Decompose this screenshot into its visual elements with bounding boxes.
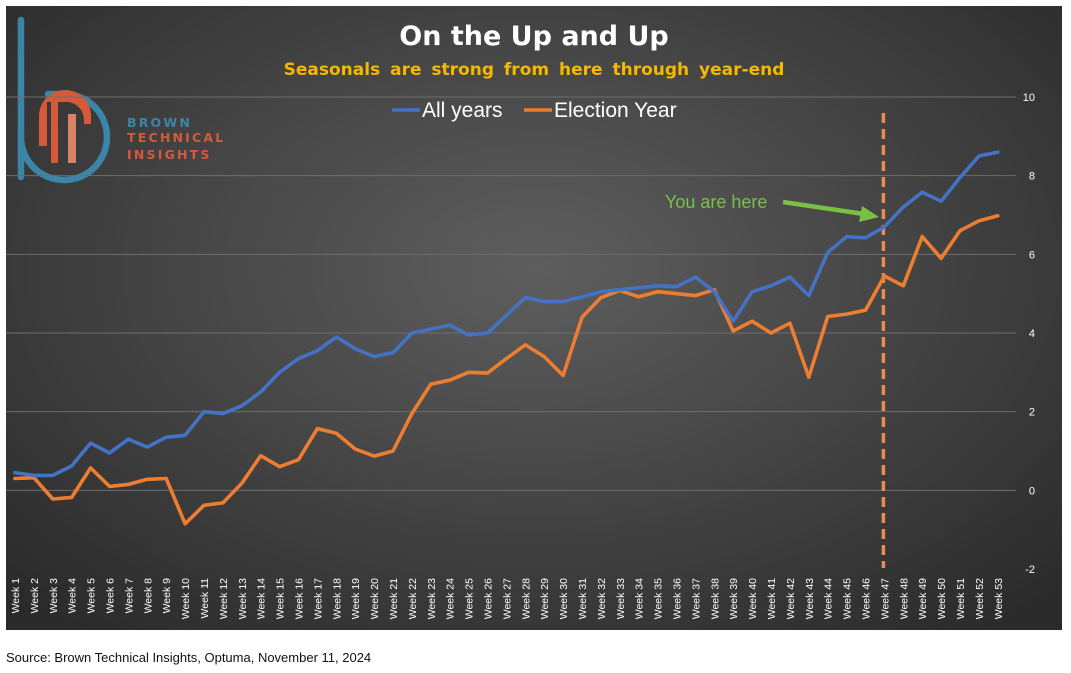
x-axis-ticks: Week 1 Week 2 Week 3 Week 4 Week 5 Week 6 Week…: [10, 578, 1005, 619]
x-tick-label: Week 19: [350, 578, 362, 619]
logo-line-technical: TECHNICAL: [127, 130, 225, 145]
x-tick-label: Week 46: [861, 578, 873, 619]
x-tick-label: Week 40: [747, 578, 759, 619]
x-tick-label: Week 8: [142, 578, 154, 614]
y-tick-label: 4: [1029, 328, 1035, 340]
x-tick-label: Week 51: [955, 578, 967, 619]
x-tick-label: Week 18: [331, 578, 343, 619]
x-tick-label: Week 30: [558, 578, 570, 619]
x-tick-label: Week 11: [199, 578, 211, 619]
x-tick-label: Week 36: [672, 578, 684, 619]
x-tick-label: Week 2: [29, 578, 41, 614]
x-tick-label: Week 12: [218, 578, 230, 619]
x-tick-label: Week 5: [86, 578, 98, 614]
x-tick-label: Week 48: [898, 578, 910, 619]
series-line-all-years: [13, 150, 1000, 478]
logo-mark-blue: [17, 16, 111, 184]
x-tick-label: Week 50: [936, 578, 948, 619]
x-tick-label: Week 32: [596, 578, 608, 619]
x-tick-label: Week 3: [48, 578, 60, 614]
legend-label-all-years: All years: [422, 99, 503, 122]
y-tick-label: 8: [1029, 171, 1035, 183]
x-tick-label: Week 20: [369, 578, 381, 619]
x-tick-label: Week 29: [539, 578, 551, 619]
x-tick-label: Week 28: [520, 578, 532, 619]
x-tick-label: Week 14: [256, 578, 268, 619]
x-tick-label: Week 44: [823, 578, 835, 619]
logo-line-insights: INSIGHTS: [127, 147, 212, 162]
chart-subtitle: Seasonals are strong from here through y…: [284, 60, 785, 80]
x-tick-label: Week 21: [388, 578, 400, 619]
line-chart: BROWN TECHNICAL INSIGHTS On the Up and U…: [6, 16, 1035, 619]
x-tick-label: Week 4: [67, 578, 79, 614]
series-lines: [13, 150, 1000, 526]
x-tick-label: Week 23: [426, 578, 438, 619]
x-tick-label: Week 7: [123, 578, 135, 614]
x-tick-label: Week 43: [804, 578, 816, 619]
x-tick-label: Week 47: [879, 578, 891, 619]
x-tick-label: Week 1: [10, 578, 22, 614]
y-tick-label: -2: [1025, 564, 1035, 576]
x-tick-label: Week 42: [785, 578, 797, 619]
x-tick-label: Week 16: [294, 578, 306, 619]
y-tick-label: 2: [1029, 407, 1035, 419]
legend-label-election-year: Election Year: [554, 99, 677, 122]
logo-mark-red: [39, 90, 91, 163]
you-are-here-arrow: [782, 199, 865, 217]
logo-line-brown: BROWN: [127, 115, 192, 130]
x-tick-label: Week 22: [407, 578, 419, 619]
x-tick-label: Week 45: [842, 578, 854, 619]
x-tick-label: Week 9: [161, 578, 173, 614]
gridlines: [6, 96, 1016, 491]
x-tick-label: Week 24: [445, 578, 457, 619]
x-tick-label: Week 33: [615, 578, 627, 619]
chart-title: On the Up and Up: [399, 21, 669, 52]
x-tick-label: Week 39: [728, 578, 740, 619]
x-tick-label: Week 10: [180, 578, 192, 619]
chart-panel: BROWN TECHNICAL INSIGHTS On the Up and U…: [6, 6, 1062, 630]
x-tick-label: Week 17: [312, 578, 324, 619]
you-are-here-label: You are here: [665, 192, 767, 212]
source-note: Source: Brown Technical Insights, Optuma…: [6, 650, 372, 665]
you-are-here-arrowhead: [859, 206, 879, 222]
x-tick-label: Week 53: [993, 578, 1005, 619]
y-tick-label: 6: [1029, 249, 1035, 261]
chart-legend: All years Election Year: [392, 99, 677, 122]
x-tick-label: Week 31: [577, 578, 589, 619]
x-tick-label: Week 37: [690, 578, 702, 619]
x-tick-label: Week 6: [105, 578, 117, 614]
y-tick-label: 10: [1023, 92, 1035, 104]
x-tick-label: Week 13: [237, 578, 249, 619]
x-tick-label: Week 25: [464, 578, 476, 619]
x-tick-label: Week 41: [766, 578, 778, 619]
series-line-election-year: [13, 214, 1000, 526]
x-tick-label: Week 27: [501, 578, 513, 619]
x-tick-label: Week 49: [917, 578, 929, 619]
y-axis-ticks: -2 0 2 4 6 8 10: [1023, 92, 1035, 576]
logo-mark-red-stem: [68, 114, 76, 163]
annotation: You are here: [665, 192, 879, 222]
x-tick-label: Week 15: [275, 578, 287, 619]
y-tick-label: 0: [1029, 485, 1035, 497]
brand-logo: BROWN TECHNICAL INSIGHTS: [17, 16, 225, 184]
x-tick-label: Week 35: [653, 578, 665, 619]
x-tick-label: Week 34: [634, 578, 646, 619]
x-tick-label: Week 38: [709, 578, 721, 619]
x-tick-label: Week 52: [974, 578, 986, 619]
x-tick-label: Week 26: [483, 578, 495, 619]
